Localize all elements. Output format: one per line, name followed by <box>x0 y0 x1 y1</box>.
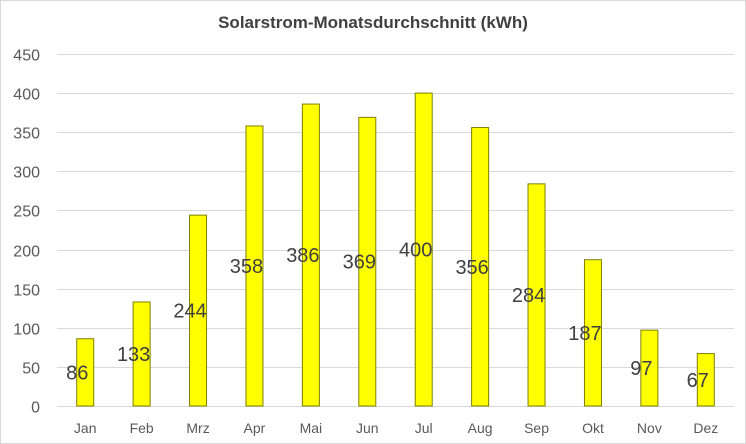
data-label: 187 <box>568 323 601 345</box>
chart-title: Solarstrom-Monatsdurchschnitt (kWh) <box>218 13 528 32</box>
data-label: 386 <box>286 245 319 267</box>
data-label: 356 <box>455 257 488 279</box>
bar-sep <box>527 183 546 407</box>
y-tick-label: 200 <box>13 244 40 261</box>
x-tick-label: Mai <box>300 420 323 436</box>
bar-mrz <box>189 214 208 407</box>
bar-jan <box>76 338 95 407</box>
bar-jun <box>358 116 377 407</box>
y-tick-label: 450 <box>13 48 40 65</box>
y-tick-label: 250 <box>13 204 40 221</box>
x-tick-label: Aug <box>468 420 493 436</box>
data-label: 86 <box>66 362 88 384</box>
x-tick-label: Okt <box>582 420 604 436</box>
y-tick-label: 400 <box>13 87 40 104</box>
data-label: 244 <box>173 301 206 323</box>
data-label: 358 <box>230 256 263 278</box>
data-label: 67 <box>687 370 709 392</box>
y-tick-label: 0 <box>31 400 40 417</box>
y-tick-label: 150 <box>13 283 40 300</box>
data-labels: 86 133 244 358 386 369 400 356 284 187 97 67 <box>66 240 709 392</box>
data-label: 369 <box>343 252 376 274</box>
bar-dez <box>696 353 715 407</box>
bar-feb <box>132 301 151 407</box>
x-tick-label: Jul <box>415 420 433 436</box>
bar-okt <box>583 259 602 407</box>
bar-apr <box>245 125 264 407</box>
y-tick-label: 50 <box>22 361 40 378</box>
x-tick-label: Sep <box>524 420 549 436</box>
y-tick-label: 300 <box>13 165 40 182</box>
x-tick-label: Dez <box>693 420 718 436</box>
y-tick-label: 350 <box>13 126 40 143</box>
bar-mai <box>301 103 320 407</box>
bar-nov <box>640 329 659 407</box>
x-tick-label: Feb <box>130 420 154 436</box>
y-tick-label: 100 <box>13 322 40 339</box>
x-tick-label: Nov <box>637 420 662 436</box>
x-tick-label: Mrz <box>186 420 209 436</box>
data-label: 97 <box>630 358 652 380</box>
data-label: 400 <box>399 240 432 262</box>
bar-aug <box>471 127 490 407</box>
data-label: 284 <box>512 285 545 307</box>
y-axis-ticks: 0 50 100 150 200 250 300 350 400 450 <box>13 48 40 417</box>
x-tick-label: Apr <box>244 420 266 436</box>
x-tick-label: Jan <box>74 420 97 436</box>
bars <box>76 92 715 407</box>
gridlines <box>57 54 734 407</box>
bar-jul <box>414 92 433 407</box>
x-tick-label: Jun <box>356 420 379 436</box>
x-axis-ticks: Jan Feb Mrz Apr Mai Jun Jul Aug Sep Okt Nov Dez <box>74 420 718 436</box>
data-label: 133 <box>117 344 150 366</box>
